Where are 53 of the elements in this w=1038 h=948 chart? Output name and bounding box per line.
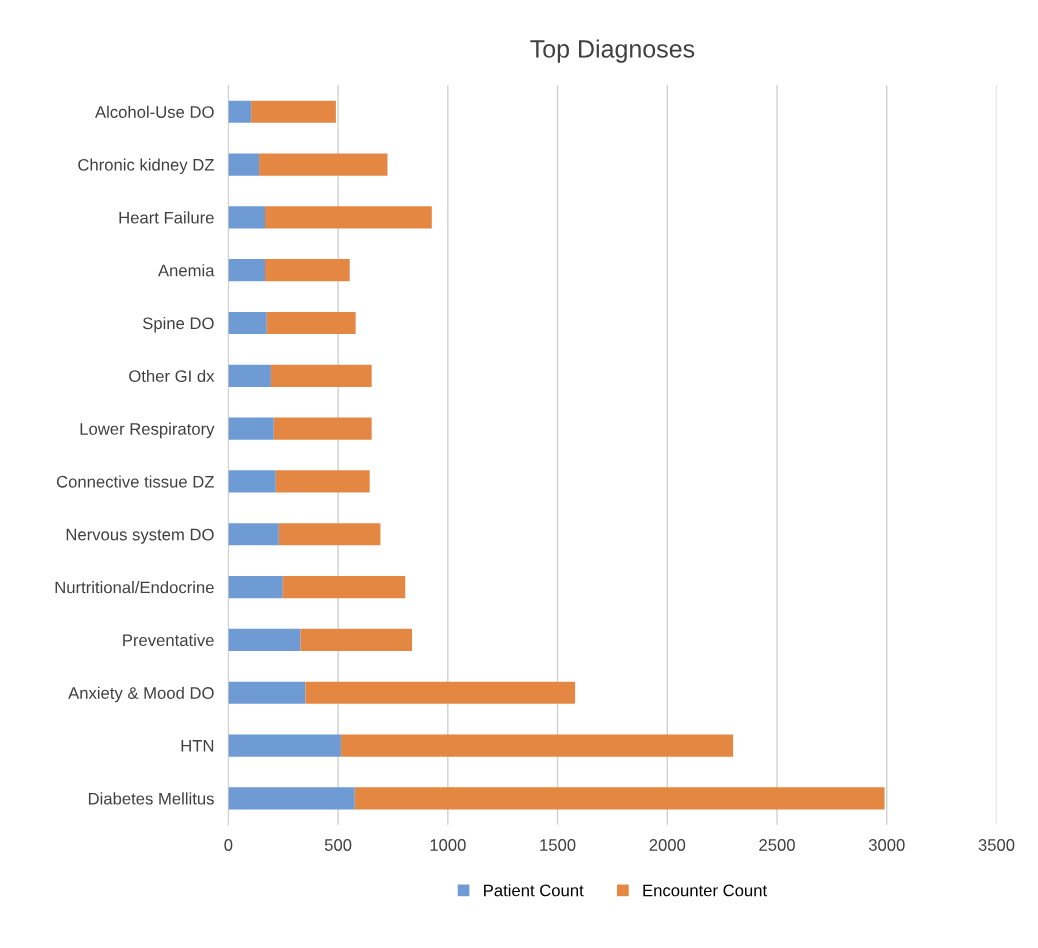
y-tick-label: HTN xyxy=(181,740,214,752)
y-tick-label: Diabetes Mellitus xyxy=(88,792,214,805)
bar xyxy=(275,470,370,493)
bar xyxy=(300,628,413,651)
x-tick-label: 3000 xyxy=(868,839,905,851)
x-tick-label: 2000 xyxy=(649,839,686,851)
y-tick-label: Nurtritional/Endocrine xyxy=(55,581,214,594)
bar xyxy=(305,681,576,704)
x-tick-label: 1000 xyxy=(430,839,466,851)
bar xyxy=(273,417,372,440)
y-tick-label: Preventative xyxy=(123,633,214,647)
bar xyxy=(228,681,306,704)
y-tick-label: Nervous system DO xyxy=(66,528,214,544)
bar xyxy=(228,470,276,493)
y-tick-label: Chronic kidney DZ xyxy=(78,158,214,175)
bar xyxy=(282,575,406,599)
legend-label: Patient Count xyxy=(484,884,584,897)
y-tick-label: Heart Failure xyxy=(119,211,214,224)
y-tick-label: Anemia xyxy=(158,264,215,277)
x-tick-label: 500 xyxy=(324,839,352,851)
bar xyxy=(228,787,355,810)
x-tick-label: 3500 xyxy=(978,839,1015,851)
y-tick-label: Other GI dx xyxy=(129,369,215,383)
x-tick-label: 0 xyxy=(224,839,233,851)
y-tick-label: Anxiety & Mood DO xyxy=(68,686,214,703)
x-tick-label: 1500 xyxy=(540,839,576,851)
bar xyxy=(228,206,266,229)
bar xyxy=(354,787,885,810)
bar xyxy=(265,206,432,229)
bar xyxy=(228,523,279,546)
bar xyxy=(265,259,350,282)
bar xyxy=(228,575,283,599)
bar xyxy=(228,417,274,440)
bar xyxy=(228,364,271,387)
x-tick-label: 2500 xyxy=(759,839,795,851)
y-tick-label: Spine DO xyxy=(142,316,214,333)
y-tick-label: Lower Respiratory xyxy=(80,422,215,439)
bar xyxy=(259,153,388,176)
bar xyxy=(228,259,266,282)
bar xyxy=(340,734,734,757)
bar xyxy=(228,100,252,123)
bar xyxy=(228,734,341,757)
bar xyxy=(228,311,267,335)
bar xyxy=(251,100,336,123)
legend-label: Encounter Count xyxy=(643,884,767,897)
bar xyxy=(270,364,372,387)
chart-title: Top Diagnoses xyxy=(530,39,695,63)
bar xyxy=(266,311,356,335)
bar xyxy=(228,153,260,176)
y-tick-label: Connective tissue DZ xyxy=(56,475,214,488)
y-tick-label: Alcohol-Use DO xyxy=(95,105,214,118)
bar xyxy=(228,628,301,651)
bar xyxy=(278,523,381,546)
